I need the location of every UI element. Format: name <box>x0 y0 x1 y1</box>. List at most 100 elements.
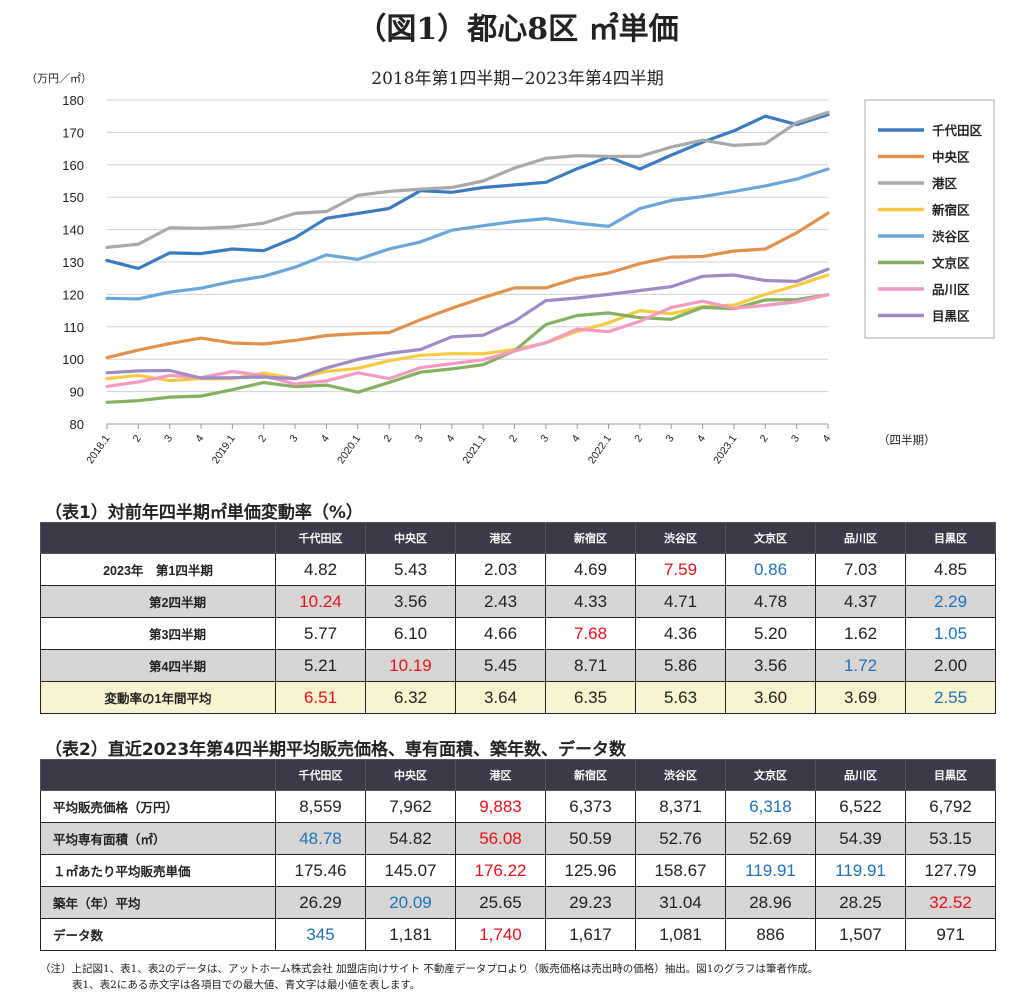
y-tick-label: 120 <box>62 287 84 302</box>
table-cell-min: 345 <box>275 918 366 951</box>
table-row: 変動率の1年間平均 6.51 6.32 3.64 6.35 5.63 3.60 … <box>40 681 996 714</box>
x-tick-label: 3 <box>789 433 802 445</box>
table-cell: 6,792 <box>905 790 996 823</box>
table1-header-chuo: 中央区 <box>365 522 456 554</box>
table-cell: 4.71 <box>635 585 726 618</box>
table2-header-bunkyo: 文京区 <box>725 759 816 791</box>
x-tick-label: 4 <box>820 433 833 445</box>
table2: 千代田区 中央区 港区 新宿区 渋谷区 文京区 品川区 目黒区 平均販売価格（万… <box>40 759 996 951</box>
table-cell: 5.21 <box>275 649 366 682</box>
row-label: 平均専有面積（㎡） <box>40 822 276 855</box>
table-cell-max: 7.68 <box>545 617 636 650</box>
x-tick-label: 4 <box>569 433 582 445</box>
table-cell-min: 2.55 <box>905 681 996 714</box>
table-cell: 3.56 <box>365 585 456 618</box>
x-tick-label: 2 <box>381 433 394 445</box>
table-cell: 5.45 <box>455 649 546 682</box>
table-cell: 52.69 <box>725 822 816 855</box>
table-row: 第4四半期 5.21 10.19 5.45 8.71 5.86 3.56 1.7… <box>40 649 996 682</box>
table1-title: （表1）対前年四半期㎡単価変動率（%） <box>45 503 363 523</box>
table-cell: 54.39 <box>815 822 906 855</box>
table1-header-bunkyo: 文京区 <box>725 522 816 554</box>
table-cell: 127.79 <box>905 854 996 887</box>
table-cell: 4.82 <box>275 553 366 586</box>
legend-entry: 港区 <box>932 176 958 191</box>
table-cell: 25.65 <box>455 886 546 919</box>
table-cell: 29.23 <box>545 886 636 919</box>
table-cell: 175.46 <box>275 854 366 887</box>
table-cell: 3.56 <box>725 649 816 682</box>
row-label: 変動率の1年間平均 <box>40 681 276 714</box>
x-tick-label: 2020.1 <box>335 433 363 466</box>
legend-entry: 渋谷区 <box>932 229 970 244</box>
table-cell: 5.43 <box>365 553 456 586</box>
row-label: 第2四半期 <box>40 585 276 618</box>
table-cell: 8,371 <box>635 790 726 823</box>
row-label: 平均販売価格（万円） <box>40 790 276 823</box>
x-tick-label: 3 <box>413 433 426 445</box>
table-cell-max: 9,883 <box>455 790 546 823</box>
table2-header-shibuya: 渋谷区 <box>635 759 726 791</box>
x-tick-label: 3 <box>538 433 551 445</box>
y-tick-label: 160 <box>62 158 84 173</box>
table-cell: 125.96 <box>545 854 636 887</box>
table-cell: 4.37 <box>815 585 906 618</box>
y-tick-label: 140 <box>62 223 84 238</box>
table-row: 築年（年）平均 26.29 20.09 25.65 29.23 31.04 28… <box>40 886 996 919</box>
x-tick-label: 3 <box>162 433 175 445</box>
table1: 千代田区 中央区 港区 新宿区 渋谷区 文京区 品川区 目黒区 2023年 第1… <box>40 522 996 714</box>
table1-header-blank <box>40 522 276 554</box>
x-tick-label: 3 <box>664 433 677 445</box>
y-tick-label: 170 <box>62 125 84 140</box>
table-cell: 5.63 <box>635 681 726 714</box>
table-cell: 8.71 <box>545 649 636 682</box>
table-cell: 6,373 <box>545 790 636 823</box>
table1-header-row: 千代田区 中央区 港区 新宿区 渋谷区 文京区 品川区 目黒区 <box>40 522 996 554</box>
table2-header-blank <box>40 759 276 791</box>
table1-header-shibuya: 渋谷区 <box>635 522 726 554</box>
table-cell: 3.69 <box>815 681 906 714</box>
legend-entry: 中央区 <box>932 150 970 165</box>
table-cell: 1,617 <box>545 918 636 951</box>
x-tick-label: 2023.1 <box>711 433 739 466</box>
table-cell: 52.76 <box>635 822 726 855</box>
table-cell: 6,522 <box>815 790 906 823</box>
table-cell-min: 6,318 <box>725 790 816 823</box>
table-cell: 6.35 <box>545 681 636 714</box>
table1-header-minato: 港区 <box>455 522 546 554</box>
row-label: １㎡あたり平均販売単価 <box>40 854 276 887</box>
table-cell: 1,081 <box>635 918 726 951</box>
legend-entry: 文京区 <box>932 256 970 271</box>
table-row: 第3四半期 5.77 6.10 4.66 7.68 4.36 5.20 1.62… <box>40 617 996 650</box>
row-label: 築年（年）平均 <box>40 886 276 919</box>
x-tick-label: 2 <box>758 433 771 445</box>
table-cell: 28.25 <box>815 886 906 919</box>
table-cell: 4.78 <box>725 585 816 618</box>
table-cell: 145.07 <box>365 854 456 887</box>
row-label: データ数 <box>40 918 276 951</box>
x-tick-label: 2 <box>256 433 269 445</box>
table-cell-min: 20.09 <box>365 886 456 919</box>
table-cell: 886 <box>725 918 816 951</box>
table-cell-max: 56.08 <box>455 822 546 855</box>
series-line <box>105 293 830 404</box>
table-row: 第2四半期 10.24 3.56 2.43 4.33 4.71 4.78 4.3… <box>40 585 996 618</box>
table2-header-chiyoda: 千代田区 <box>275 759 366 791</box>
table-cell: 3.64 <box>455 681 546 714</box>
table-cell: 6.10 <box>365 617 456 650</box>
table-cell: 2.43 <box>455 585 546 618</box>
table-cell: 6.32 <box>365 681 456 714</box>
table2-header-chuo: 中央区 <box>365 759 456 791</box>
y-tick-label: 180 <box>62 93 84 108</box>
series-line <box>105 167 830 301</box>
legend-entry: 品川区 <box>932 282 970 297</box>
table-cell-min: 119.91 <box>725 854 816 887</box>
y-tick-label: 90 <box>70 385 84 400</box>
chart-title: （図1）都心8区 ㎡単価 <box>356 12 679 47</box>
table-cell: 7.03 <box>815 553 906 586</box>
table-row: １㎡あたり平均販売単価 175.46 145.07 176.22 125.96 … <box>40 854 996 887</box>
row-label: 第4四半期 <box>40 649 276 682</box>
x-tick-label: 2 <box>632 433 645 445</box>
table1-header-chiyoda: 千代田区 <box>275 522 366 554</box>
x-tick-label: 2 <box>131 433 144 445</box>
